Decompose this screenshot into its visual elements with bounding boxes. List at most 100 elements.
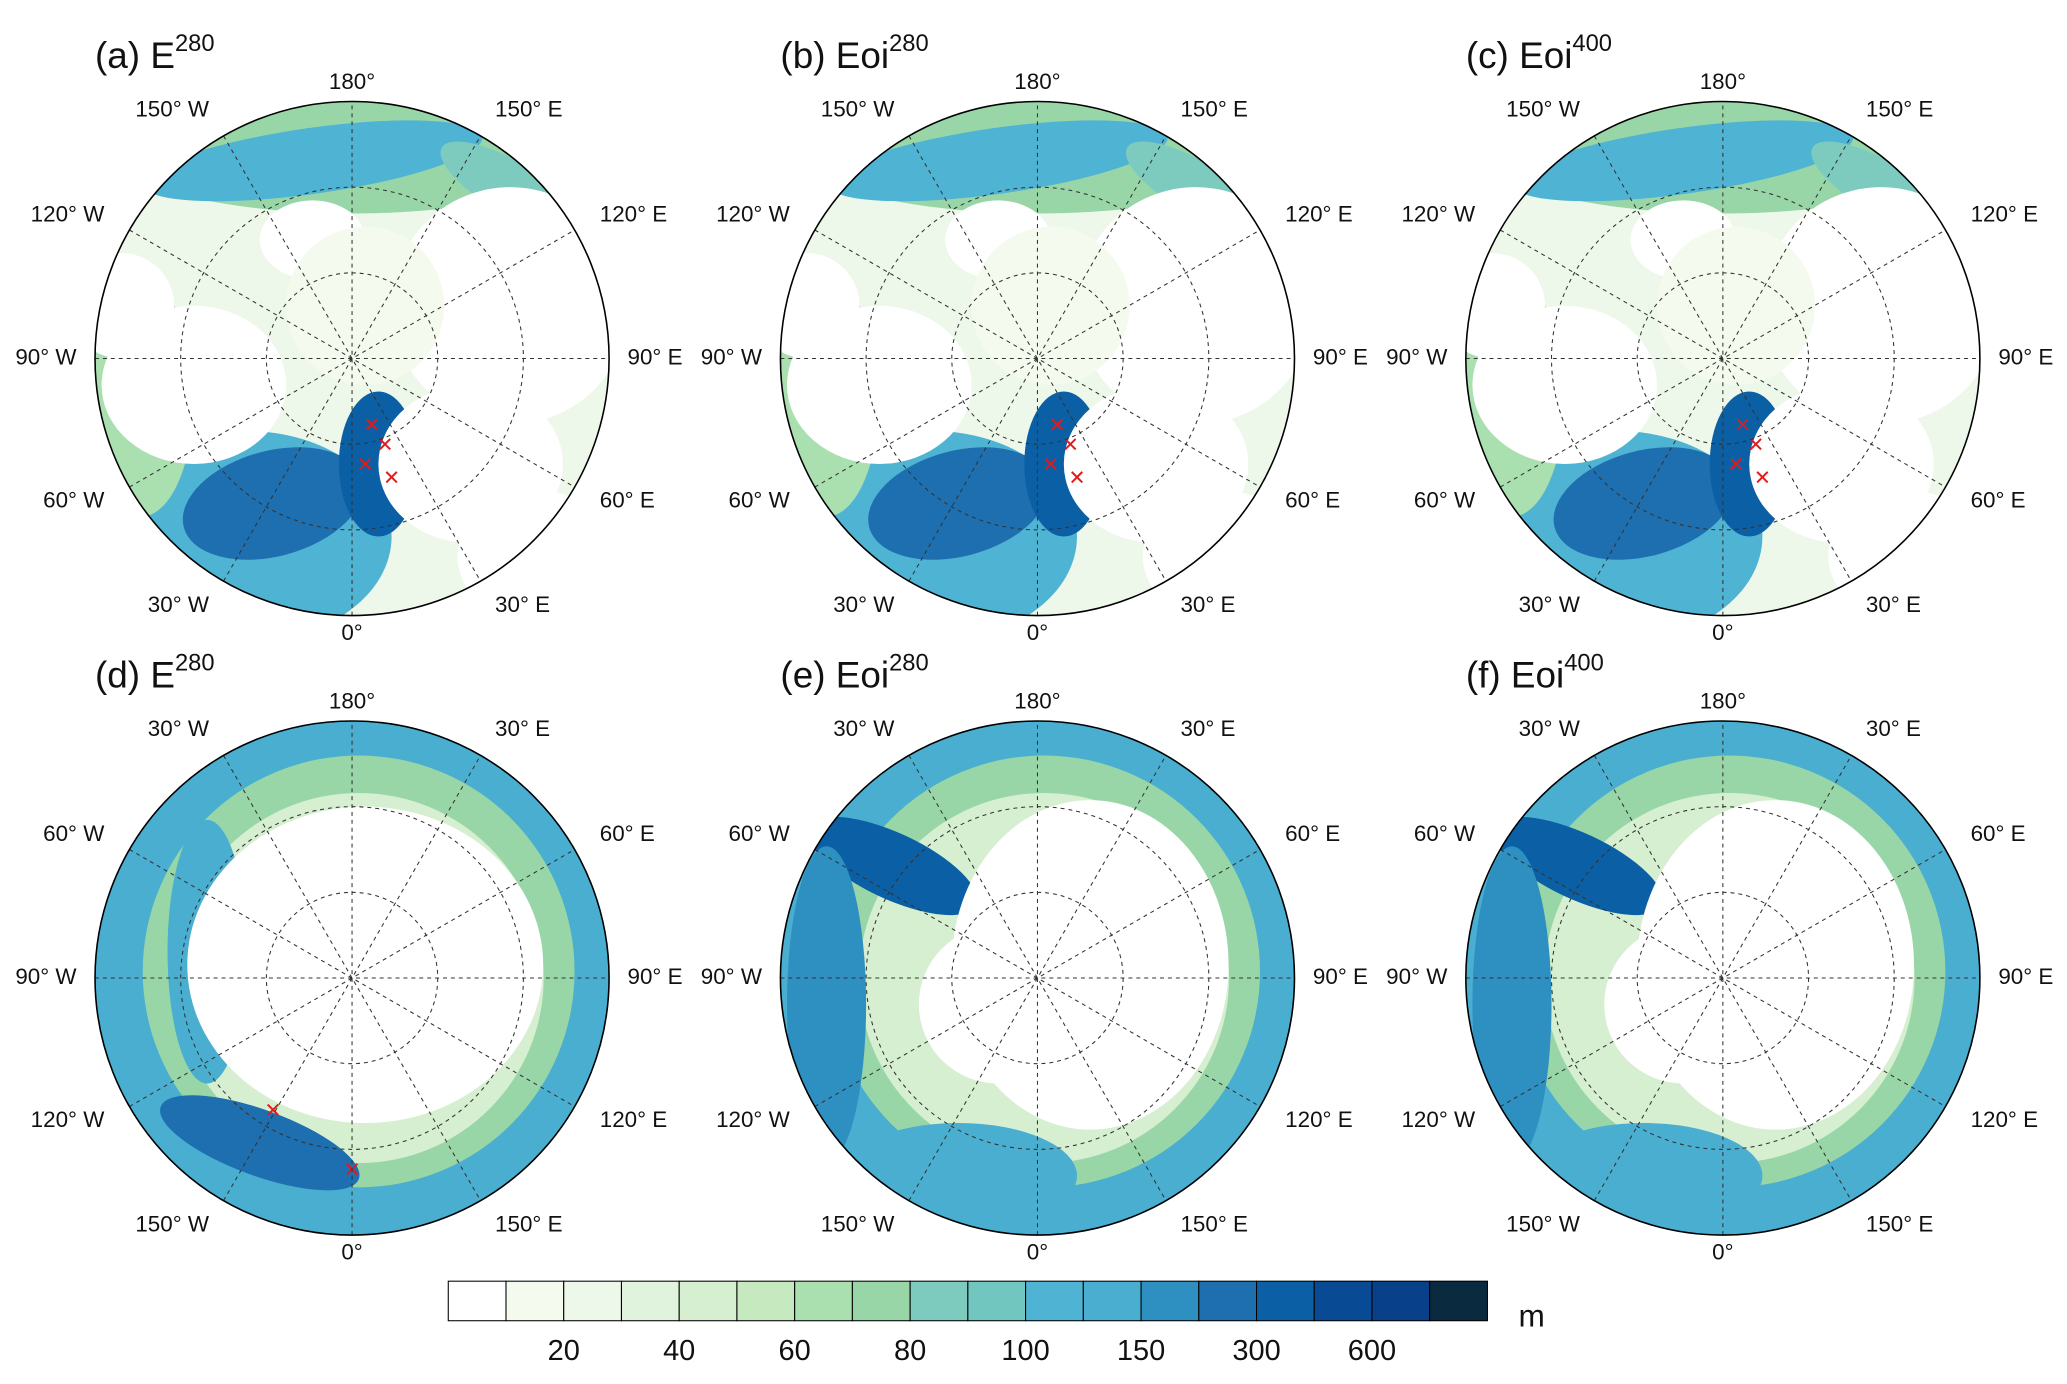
- marker-cross: [365, 418, 378, 431]
- lon-label: 30° W: [833, 592, 895, 617]
- shading: [95, 253, 175, 359]
- map-panel: [1465, 101, 1980, 616]
- lon-label: 120° E: [600, 201, 667, 226]
- colorbar-box: [505, 1280, 565, 1322]
- grid-meridian: [1593, 135, 1852, 582]
- lon-label: 120° E: [1971, 201, 2038, 226]
- shading: [1656, 226, 1816, 385]
- colorbar-box: [620, 1280, 680, 1322]
- panel-label: (a) E: [95, 35, 175, 76]
- colorbar-unit: m: [1519, 1297, 1545, 1333]
- colorbar-label: 60: [779, 1335, 811, 1367]
- map-panel: [95, 101, 610, 616]
- colorbar-label: 40: [663, 1335, 695, 1367]
- lon-label: 120° E: [1971, 1107, 2038, 1132]
- lon-label: 120° W: [1401, 201, 1476, 226]
- shading: [1553, 447, 1734, 560]
- marker-cross: [1044, 457, 1057, 470]
- panel-title: (e) Eoi280: [780, 651, 928, 696]
- map-border: [94, 100, 610, 617]
- lon-label: 30° W: [1519, 592, 1581, 617]
- shading: [160, 1095, 360, 1191]
- marker-cross: [1749, 438, 1762, 451]
- panel-superscript: 280: [889, 651, 929, 677]
- lon-label: 120° W: [31, 201, 106, 226]
- lon-label: 60° E: [1285, 487, 1340, 512]
- lon-label: 150° E: [495, 1212, 562, 1237]
- lon-label: 150° W: [821, 97, 896, 122]
- lon-label: 120° W: [716, 1107, 791, 1132]
- lon-label: 30° E: [1866, 716, 1921, 741]
- lon-label: 0°: [1027, 620, 1048, 645]
- shading: [142, 120, 483, 202]
- lon-label: 60° W: [729, 821, 791, 846]
- lon-label: 0°: [1027, 1239, 1048, 1264]
- panel-superscript: 280: [175, 31, 215, 57]
- panel-label: (f) Eoi: [1466, 654, 1564, 695]
- shading: [1472, 846, 1552, 1163]
- shading: [182, 447, 364, 560]
- lon-label: 60° W: [43, 821, 105, 846]
- map-border: [779, 100, 1296, 617]
- shading: [807, 816, 978, 916]
- lon-label: 30° E: [1180, 592, 1235, 617]
- marker-cross: [1736, 418, 1749, 431]
- lon-label: 0°: [1712, 620, 1733, 645]
- marker-cross: [1730, 457, 1743, 470]
- lon-label: 150° E: [1866, 97, 1933, 122]
- panel-title: (d) E280: [95, 651, 215, 696]
- shading: [286, 226, 445, 385]
- colorbar-box: [563, 1280, 622, 1322]
- grid-meridian: [223, 135, 482, 582]
- lon-label: 30° W: [148, 716, 210, 741]
- panel-title: (a) E280: [95, 31, 215, 76]
- lon-label: 90° E: [1998, 344, 2053, 369]
- lon-label: 60° W: [1414, 821, 1476, 846]
- colorbar-box: [1255, 1280, 1315, 1322]
- marker-cross: [1051, 418, 1064, 431]
- shading: [1076, 187, 1295, 425]
- shading: [868, 447, 1049, 560]
- lon-label: 180°: [1014, 69, 1060, 94]
- colorbar-box: [1371, 1280, 1431, 1322]
- colorbar-box: [1025, 1280, 1084, 1322]
- lon-label: 150° E: [495, 97, 562, 122]
- marker-cross: [385, 471, 398, 484]
- lon-label: 60° E: [600, 821, 655, 846]
- lon-label: 90° W: [1386, 964, 1448, 989]
- lon-label: 150° W: [1506, 97, 1581, 122]
- lon-label: 90° E: [1998, 964, 2053, 989]
- colorbar-box: [447, 1280, 507, 1322]
- colorbar-box: [1198, 1280, 1258, 1322]
- panel-superscript: 280: [175, 651, 215, 677]
- colorbar-box: [736, 1280, 796, 1322]
- colorbar-label: 600: [1348, 1335, 1396, 1367]
- lon-label: 150° W: [135, 97, 210, 122]
- grid-meridian: [1500, 229, 1946, 488]
- shading: [286, 1004, 392, 1110]
- lon-label: 30° E: [1180, 716, 1235, 741]
- shading: [780, 253, 860, 359]
- marker-cross: [1071, 471, 1083, 484]
- map-border: [1465, 100, 1981, 617]
- colorbar-label: 80: [894, 1335, 926, 1367]
- colorbar-box: [794, 1280, 853, 1322]
- lon-label: 0°: [341, 1239, 362, 1264]
- map-panel: [780, 101, 1295, 616]
- marker-cross: [1756, 471, 1769, 484]
- lon-label: 60° E: [1285, 821, 1340, 846]
- lon-label: 30° W: [148, 592, 210, 617]
- lon-label: 60° E: [1971, 487, 2026, 512]
- shading: [1762, 187, 1980, 425]
- lon-label: 120° W: [1401, 1107, 1476, 1132]
- lon-label: 60° E: [600, 487, 655, 512]
- lon-label: 30° E: [1866, 592, 1921, 617]
- marker-cross: [379, 438, 391, 451]
- colorbar-box: [678, 1280, 738, 1322]
- shading: [1513, 120, 1854, 202]
- lon-label: 150° W: [135, 1212, 210, 1237]
- colorbar-box: [1082, 1280, 1142, 1322]
- panel-superscript: 400: [1572, 31, 1612, 57]
- panel-label: (e) Eoi: [780, 654, 889, 695]
